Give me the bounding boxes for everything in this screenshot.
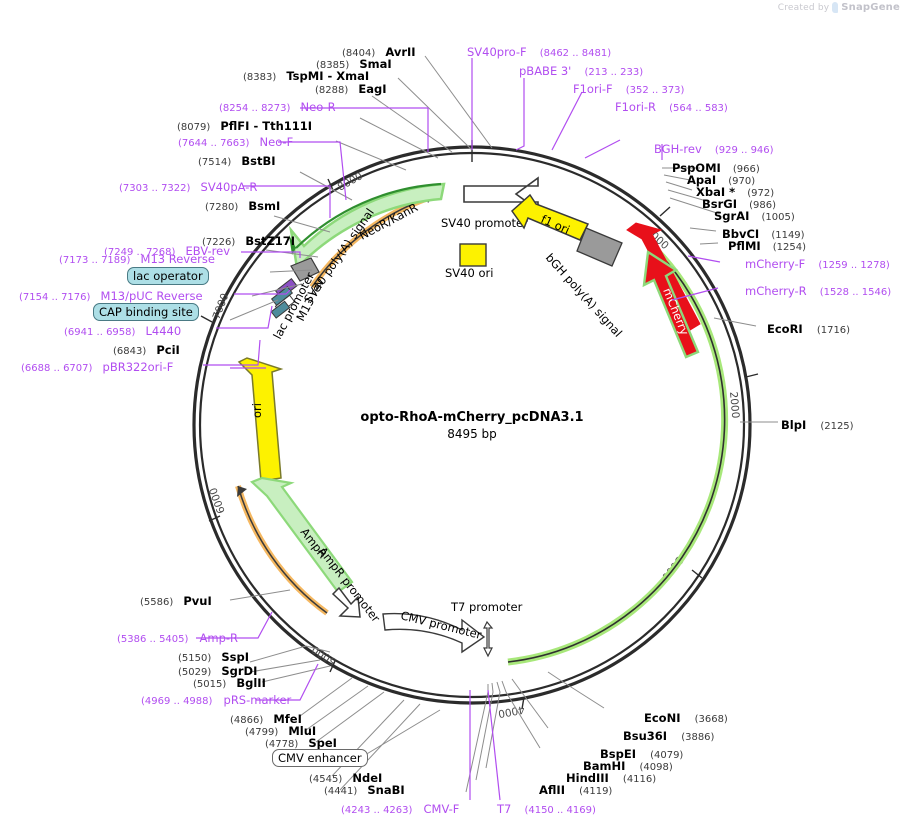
- primer-label-l4440: (6941 .. 6958) L4440: [64, 324, 182, 338]
- enzyme-label-bstz17i: (7226) BstZ17I: [202, 234, 296, 248]
- primer-label-mcherry-f: mCherry-F (1259 .. 1278): [745, 257, 890, 271]
- snapgene-watermark: Created by SnapGene: [778, 2, 900, 13]
- enzyme-label-eagi: (8288) EagI: [315, 82, 387, 96]
- boxed-label-lac-operator: lac operator: [127, 267, 209, 285]
- enzyme-label-pvui: (5586) PvuI: [140, 594, 212, 608]
- enzyme-label-ndei: (4545) NdeI: [309, 771, 383, 785]
- primer-label-amp-r: (5386 .. 5405) Amp-R: [117, 631, 239, 645]
- enzyme-label-pspomi: PspOMI (966): [672, 161, 760, 175]
- primer-label-f1ori-f: F1ori-F (352 .. 373): [573, 82, 685, 96]
- plasmid-name: opto-RhoA-mCherry_pcDNA3.1: [360, 410, 583, 425]
- primer-label-t7: T7 (4150 .. 4169): [497, 802, 596, 816]
- watermark-prefix: Created by: [777, 2, 830, 13]
- primer-label-mcherry-r: mCherry-R (1528 .. 1546): [745, 284, 892, 298]
- enzyme-label-bstbi: (7514) BstBI: [198, 154, 276, 168]
- enzyme-label-hindiii: HindIII (4116): [566, 771, 657, 785]
- enzyme-label-bamhi: BamHI (4098): [583, 759, 673, 773]
- svg-text:2000: 2000: [727, 391, 741, 419]
- enzyme-label-bsu36i: Bsu36I (3886): [623, 729, 715, 743]
- enzyme-label-pflfi-tth111i: (8079) PflFI - Tth111I: [177, 119, 313, 133]
- primer-label-neo-f: (7644 .. 7663) Neo-F: [178, 135, 294, 149]
- feature-sv40-promoter: SV40 promoter: [441, 176, 539, 230]
- enzyme-label-avrii: (8404) AvrII: [342, 45, 416, 59]
- enzyme-label-bspei: BspEI (4079): [600, 747, 684, 761]
- leader-lines-bottomleft: [229, 589, 441, 791]
- feature-t7-promoter: T7 promoter: [450, 600, 523, 658]
- enzyme-label-ecori: EcoRI (1716): [767, 322, 851, 336]
- enzyme-label-apai: ApaI (970): [687, 173, 756, 187]
- enzyme-label-tspmi-xmai: (8383) TspMI - XmaI: [243, 69, 370, 83]
- snapgene-logo-icon: [832, 2, 839, 13]
- enzyme-label-blpi: BlpI (2125): [781, 418, 854, 432]
- enzyme-label-mfei: (4866) MfeI: [230, 712, 302, 726]
- enzyme-label-sspi: (5150) SspI: [178, 650, 249, 664]
- primer-leaders-bottomleft: [196, 367, 319, 701]
- enzyme-label-aflii: AflII (4119): [539, 783, 613, 797]
- primer-leaders-bottom: [469, 689, 501, 801]
- enzyme-label-econi: EcoNI (3668): [644, 711, 728, 725]
- watermark-brand: SnapGene: [841, 2, 900, 13]
- boxed-label-cap-binding-site: CAP binding site: [93, 303, 199, 321]
- primer-label-m13-reverse: (7173 .. 7189) M13 Reverse: [59, 252, 215, 266]
- leader-lines-topleft: [229, 55, 493, 321]
- primer-label-sv40pro-f: SV40pro-F (8462 .. 8481): [467, 45, 612, 59]
- svg-text:T7 promoter: T7 promoter: [450, 600, 523, 614]
- primer-leaders-topleft: [203, 107, 429, 366]
- primer-label-cmv-f: (4243 .. 4263) CMV-F: [341, 802, 460, 816]
- primer-label-f1ori-r: F1ori-R (564 .. 583): [615, 100, 728, 114]
- primer-label-m13-puc-reverse: (7154 .. 7176) M13/pUC Reverse: [19, 289, 203, 303]
- enzyme-label-snabi: (4441) SnaBI: [324, 783, 405, 797]
- feature-sv40-ori: SV40 ori: [445, 243, 493, 280]
- primer-label-bgh-rev: BGH-rev (929 .. 946): [654, 142, 774, 156]
- svg-text:4000: 4000: [497, 703, 525, 719]
- enzyme-label-bbvci: BbvCI (1149): [722, 227, 805, 241]
- svg-text:SV40 ori: SV40 ori: [445, 266, 493, 280]
- primer-label-pbabe-3: pBABE 3' (213 .. 233): [519, 64, 644, 78]
- primer-label-ebv-rev: (7249 .. 7268) EBV-rev: [104, 244, 231, 258]
- primer-label-neo-r: (8254 .. 8273) Neo-R: [219, 100, 336, 114]
- primer-label-prs-marker: (4969 .. 4988) pRS-marker: [141, 693, 292, 707]
- plasmid-size: 8495 bp: [447, 427, 497, 441]
- primer-leaders-right: [661, 144, 721, 301]
- enzyme-label-sgrai: SgrAI (1005): [714, 209, 795, 223]
- primer-leaders-topcenter: [471, 58, 621, 159]
- leader-lines-right: [662, 167, 778, 423]
- enzyme-label-xbai: XbaI * (972): [696, 185, 775, 199]
- orange-arc-amp: [235, 485, 329, 616]
- primer-label-pbr322ori-f: (6688 .. 6707) pBR322ori-F: [21, 360, 174, 374]
- enzyme-label-bglii: (5015) BglII: [193, 676, 266, 690]
- feature-highlight-arc-core: [507, 241, 726, 663]
- enzyme-label-bsmi: (7280) BsmI: [205, 199, 281, 213]
- svg-text:SV40 promoter: SV40 promoter: [441, 216, 528, 230]
- primer-label-sv40pa-r: (7303 .. 7322) SV40pA-R: [119, 180, 258, 194]
- boxed-label-cmv-enhancer: CMV enhancer: [272, 749, 368, 767]
- enzyme-label-smai: (8385) SmaI: [316, 57, 392, 71]
- enzyme-label-pflmi: PflMI (1254): [728, 239, 807, 253]
- enzyme-label-sgrdi: (5029) SgrDI: [178, 664, 258, 678]
- enzyme-label-bsrgi: BsrGI (986): [702, 197, 776, 211]
- enzyme-label-pcii: (6843) PciI: [113, 343, 180, 357]
- enzyme-label-mlui: (4799) MluI: [245, 724, 317, 738]
- svg-text:ori: ori: [250, 403, 264, 418]
- enzyme-label-spei: (4778) SpeI: [265, 736, 337, 750]
